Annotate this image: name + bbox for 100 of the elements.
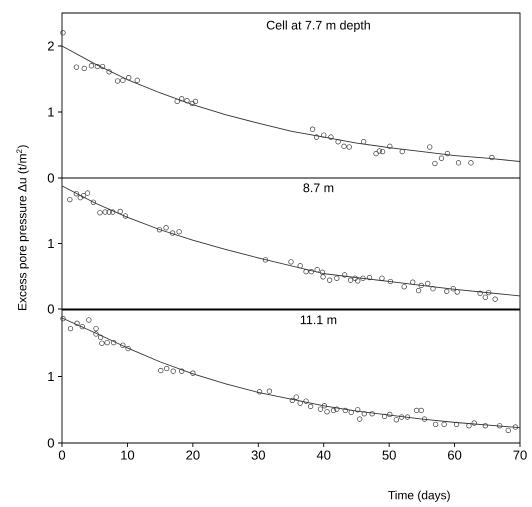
point [93, 331, 99, 337]
point [376, 148, 382, 154]
point [158, 368, 164, 374]
point [342, 272, 348, 278]
point [111, 340, 116, 346]
point [164, 366, 170, 372]
point [266, 388, 272, 394]
point [262, 257, 268, 263]
point [308, 269, 314, 274]
point [360, 139, 366, 144]
point [74, 320, 80, 326]
point [355, 278, 360, 284]
point [362, 411, 367, 416]
point [430, 286, 436, 292]
point [388, 278, 394, 284]
point [99, 340, 105, 346]
point [308, 404, 314, 410]
point [373, 150, 379, 156]
point [179, 96, 184, 102]
point [341, 144, 347, 149]
y-tick-label: 0 [48, 438, 54, 448]
point [80, 193, 86, 198]
point [110, 209, 116, 215]
point [82, 66, 87, 72]
point [60, 316, 66, 322]
y-axis-title: Excess pore pressure Δu (t/m$^{2}$) [16, 145, 29, 310]
point [444, 150, 450, 156]
point [74, 64, 80, 70]
point [94, 64, 100, 70]
point [330, 408, 336, 414]
point [176, 229, 182, 234]
chart-title: 11.1 m [300, 316, 336, 324]
point [492, 296, 498, 302]
point [380, 148, 386, 154]
point [444, 288, 450, 294]
point [454, 422, 460, 428]
x-tick-label: 60 [448, 450, 462, 460]
point [416, 288, 422, 294]
point [450, 286, 456, 292]
point [125, 346, 131, 352]
point [74, 191, 80, 196]
point [489, 154, 495, 160]
point [410, 280, 416, 285]
point [472, 420, 477, 426]
point [120, 78, 126, 83]
point [322, 403, 328, 408]
point [414, 408, 420, 414]
point [456, 160, 462, 166]
point [352, 276, 358, 281]
point [402, 284, 407, 290]
point [156, 227, 162, 232]
point [486, 290, 492, 296]
point [190, 100, 195, 106]
point [67, 196, 72, 202]
point [170, 230, 176, 236]
point [192, 98, 198, 104]
point [298, 263, 303, 268]
point [122, 213, 128, 219]
point [477, 290, 483, 296]
point [97, 210, 103, 216]
point [68, 326, 74, 332]
point [298, 400, 303, 406]
point [348, 278, 354, 283]
y-tick-label: 0 [48, 173, 54, 183]
point [404, 414, 410, 420]
point [348, 410, 354, 416]
point [88, 63, 94, 68]
point [398, 414, 404, 420]
point [288, 259, 294, 264]
point [134, 78, 140, 83]
x-tick-label: 0 [58, 450, 66, 460]
point [106, 69, 112, 74]
y-tick-label: 0 [48, 304, 54, 314]
point [427, 144, 432, 150]
point [432, 422, 438, 428]
point [468, 160, 474, 166]
point [438, 156, 444, 161]
x-tick-label: 10 [121, 450, 134, 460]
point [321, 132, 326, 138]
point [318, 406, 324, 412]
y-tick-label: 1 [48, 239, 54, 248]
x-tick-label: 40 [316, 450, 330, 460]
point [303, 269, 309, 274]
point [184, 98, 190, 104]
x-tick-label: 20 [186, 450, 200, 460]
point [84, 190, 90, 196]
point [387, 144, 392, 149]
point [320, 274, 326, 280]
point [482, 294, 488, 300]
point [314, 267, 320, 272]
point [320, 270, 326, 275]
point [441, 422, 447, 428]
text: Cell at 7.7 m depth [266, 20, 370, 32]
point [303, 398, 309, 404]
point [394, 417, 399, 422]
point [310, 126, 316, 132]
point [328, 134, 334, 140]
point [120, 342, 126, 348]
point [98, 334, 104, 340]
point [93, 326, 99, 332]
